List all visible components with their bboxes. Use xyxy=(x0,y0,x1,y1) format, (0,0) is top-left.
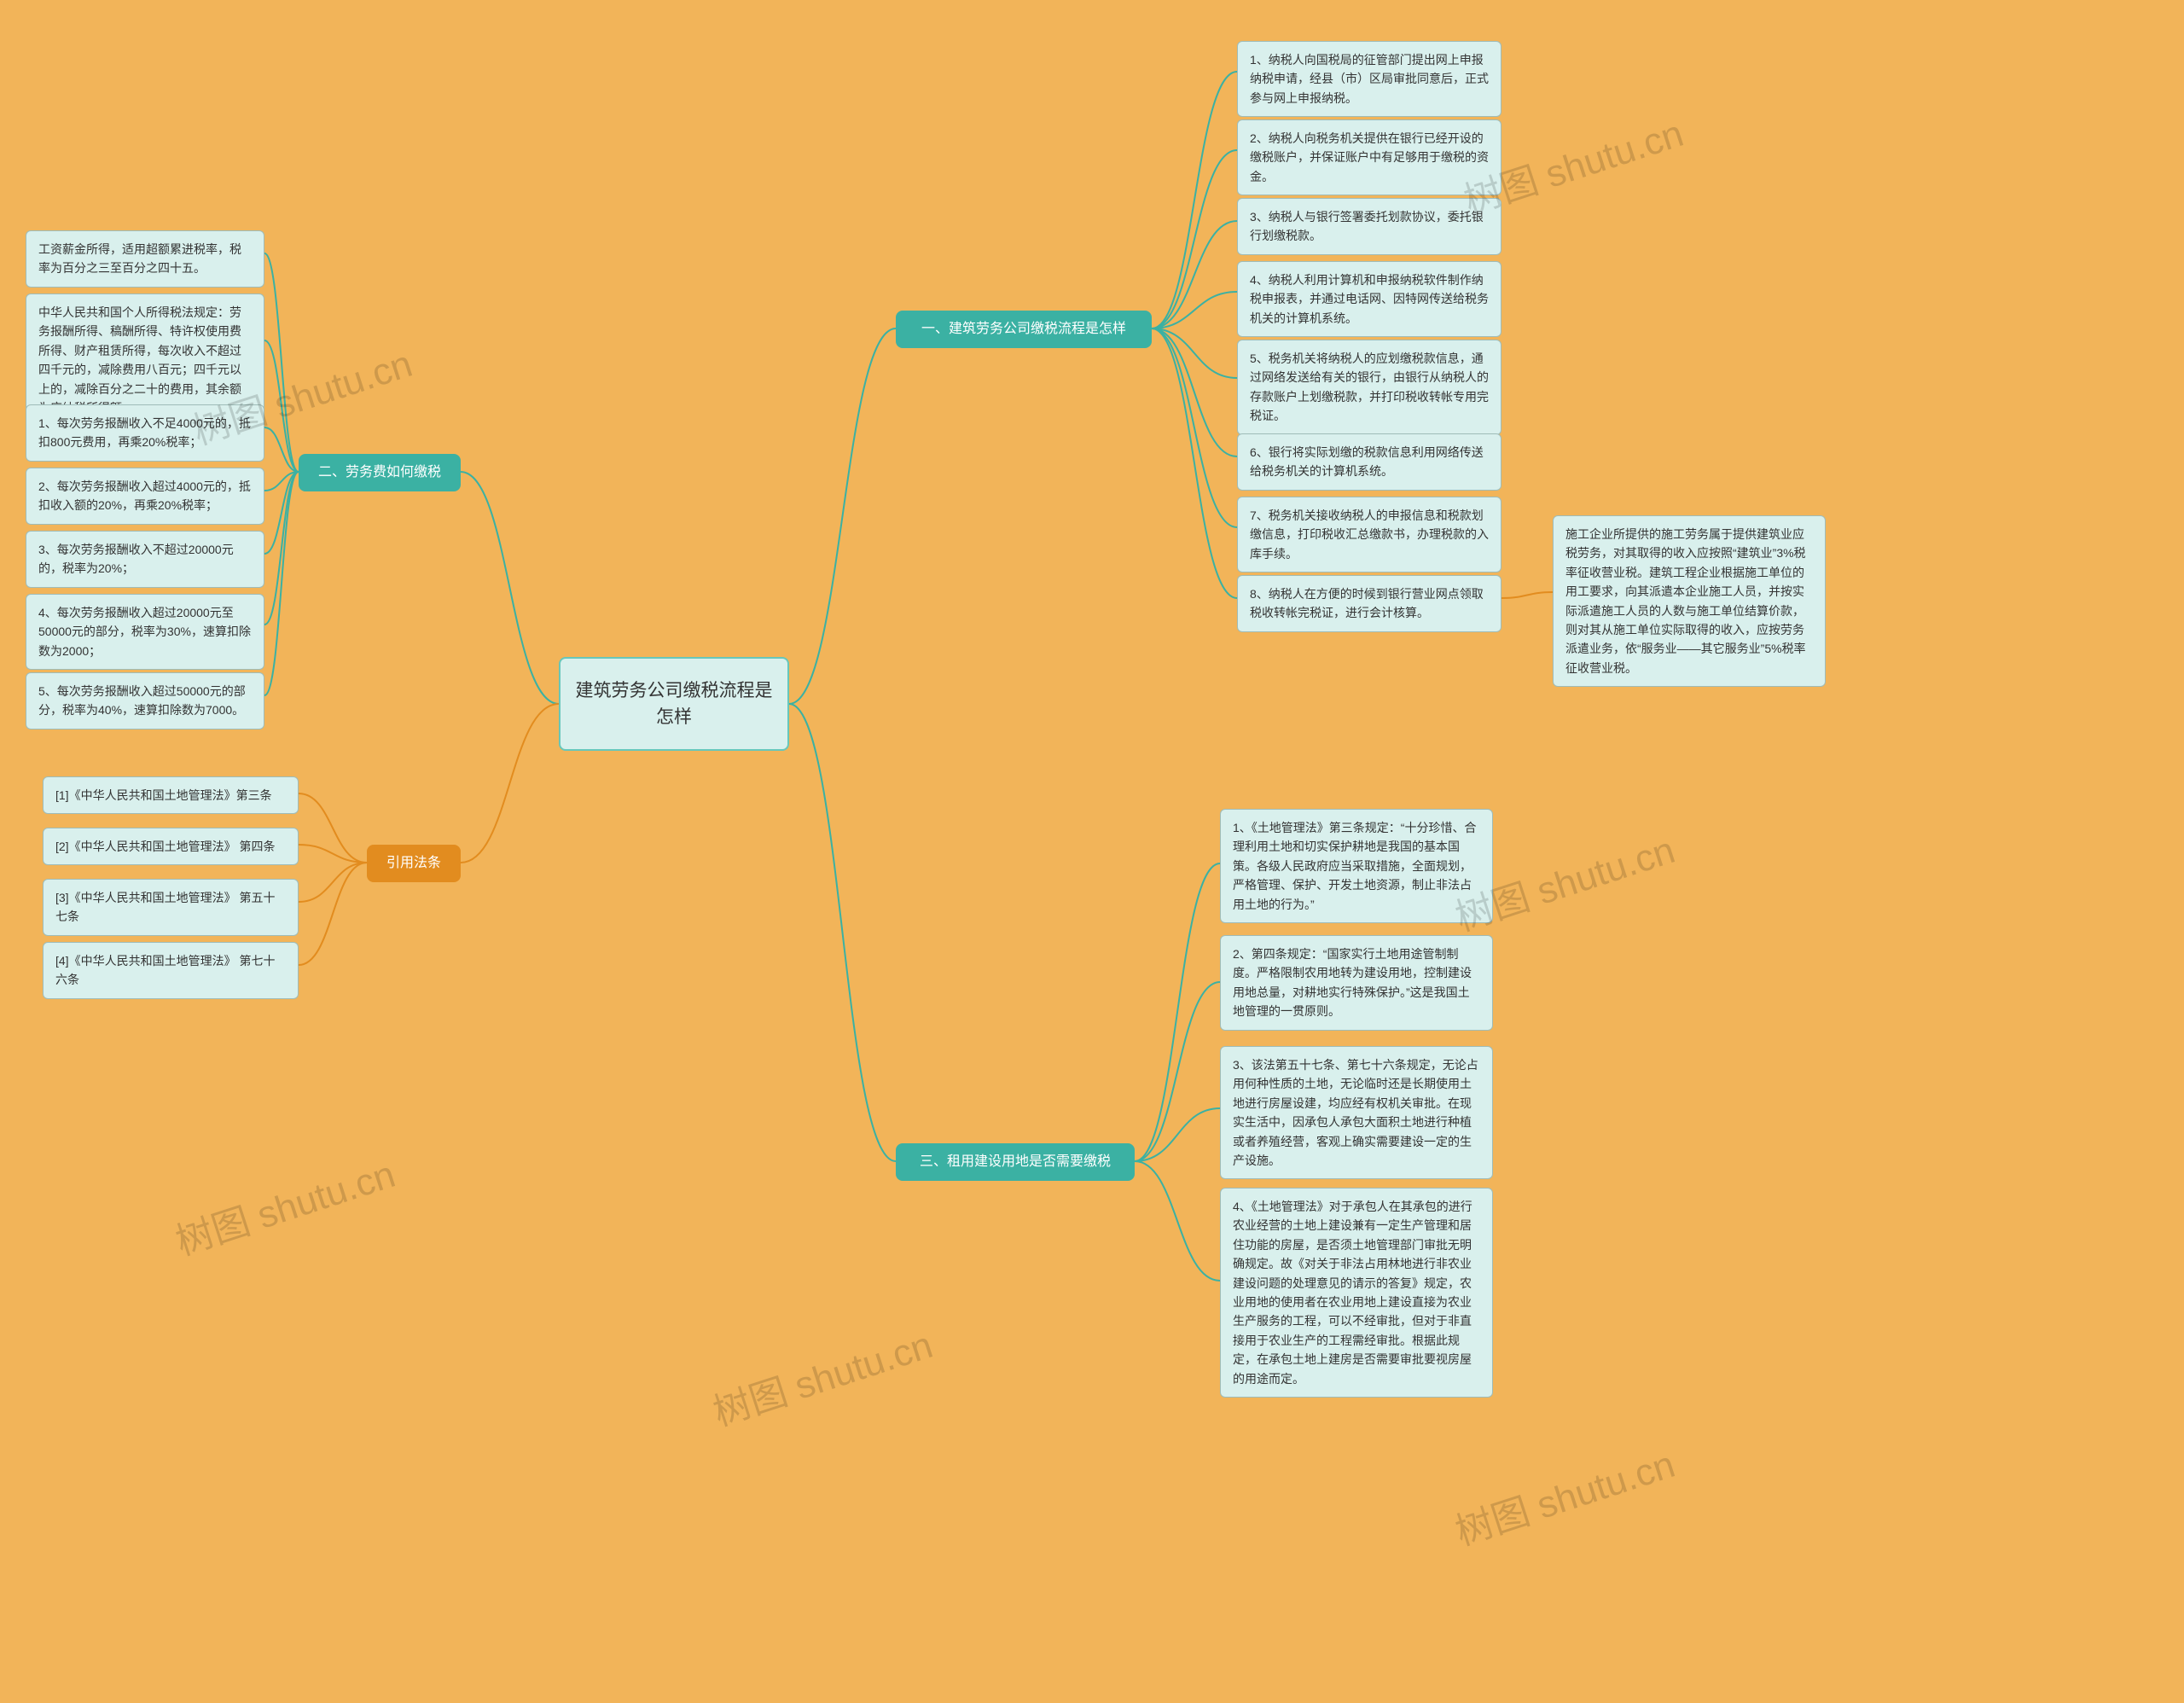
b2l1: 工资薪金所得，适用超额累进税率，税率为百分之三至百分之四十五。 xyxy=(26,230,264,288)
watermark: 树图 shutu.cn xyxy=(168,1143,401,1265)
b1l5: 5、税务机关将纳税人的应划缴税款信息，通过网络发送给有关的银行，由银行从纳税人的… xyxy=(1237,340,1502,435)
b4l4: [4]《中华人民共和国土地管理法》 第七十六条 xyxy=(43,942,299,999)
b2l7: 5、每次劳务报酬收入超过50000元的部分，税率为40%，速算扣除数为7000。 xyxy=(26,672,264,729)
b1l6: 6、银行将实际划缴的税款信息利用网络传送给税务机关的计算机系统。 xyxy=(1237,433,1502,491)
b2l4: 2、每次劳务报酬收入超过4000元的，抵扣收入额的20%，再乘20%税率； xyxy=(26,468,264,525)
b2: 二、劳务费如何缴税 xyxy=(299,454,461,491)
b1l2: 2、纳税人向税务机关提供在银行已经开设的缴税账户，并保证账户中有足够用于缴税的资… xyxy=(1237,119,1502,195)
b2l5: 3、每次劳务报酬收入不超过20000元的，税率为20%； xyxy=(26,531,264,588)
center-node: 建筑劳务公司缴税流程是怎样 xyxy=(559,657,789,751)
mindmap-stage: 建筑劳务公司缴税流程是怎样 一、建筑劳务公司缴税流程是怎样 1、纳税人向国税局的征管… xyxy=(0,0,2184,1703)
b1l8s: 施工企业所提供的施工劳务属于提供建筑业应税劳务，对其取得的收入应按照“建筑业”3… xyxy=(1553,515,1826,687)
b3: 三、租用建设用地是否需要缴税 xyxy=(896,1143,1135,1181)
b4l1: [1]《中华人民共和国土地管理法》第三条 xyxy=(43,776,299,814)
b1l3: 3、纳税人与银行签署委托划款协议，委托银行划缴税款。 xyxy=(1237,198,1502,255)
b4l2: [2]《中华人民共和国土地管理法》 第四条 xyxy=(43,828,299,865)
watermark: 树图 shutu.cn xyxy=(706,1314,938,1436)
b3l1: 1、《土地管理法》第三条规定：“十分珍惜、合理利用土地和切实保护耕地是我国的基本… xyxy=(1220,809,1493,923)
b1l7: 7、税务机关接收纳税人的申报信息和税款划缴信息，打印税收汇总缴款书，办理税款的入… xyxy=(1237,497,1502,573)
b1l1: 1、纳税人向国税局的征管部门提出网上申报纳税申请，经县（市）区局审批同意后，正式… xyxy=(1237,41,1502,117)
b3l4: 4、《土地管理法》对于承包人在其承包的进行农业经营的土地上建设兼有一定生产管理和… xyxy=(1220,1188,1493,1398)
b3l3: 3、该法第五十七条、第七十六条规定，无论占用何种性质的土地，无论临时还是长期使用… xyxy=(1220,1046,1493,1179)
watermark: 树图 shutu.cn xyxy=(1448,1433,1681,1555)
b1l4: 4、纳税人利用计算机和申报纳税软件制作纳税申报表，并通过电话网、因特网传送给税务… xyxy=(1237,261,1502,337)
b4l3: [3]《中华人民共和国土地管理法》 第五十七条 xyxy=(43,879,299,936)
b3l2: 2、第四条规定：“国家实行土地用途管制制度。严格限制农用地转为建设用地，控制建设… xyxy=(1220,935,1493,1031)
b1: 一、建筑劳务公司缴税流程是怎样 xyxy=(896,311,1152,348)
b2l6: 4、每次劳务报酬收入超过20000元至50000元的部分，税率为30%，速算扣除… xyxy=(26,594,264,670)
edge-layer xyxy=(0,0,2184,1703)
b1l8: 8、纳税人在方便的时候到银行营业网点领取税收转帐完税证，进行会计核算。 xyxy=(1237,575,1502,632)
b2l3: 1、每次劳务报酬收入不足4000元的，抵扣800元费用，再乘20%税率； xyxy=(26,404,264,462)
b4: 引用法条 xyxy=(367,845,461,882)
